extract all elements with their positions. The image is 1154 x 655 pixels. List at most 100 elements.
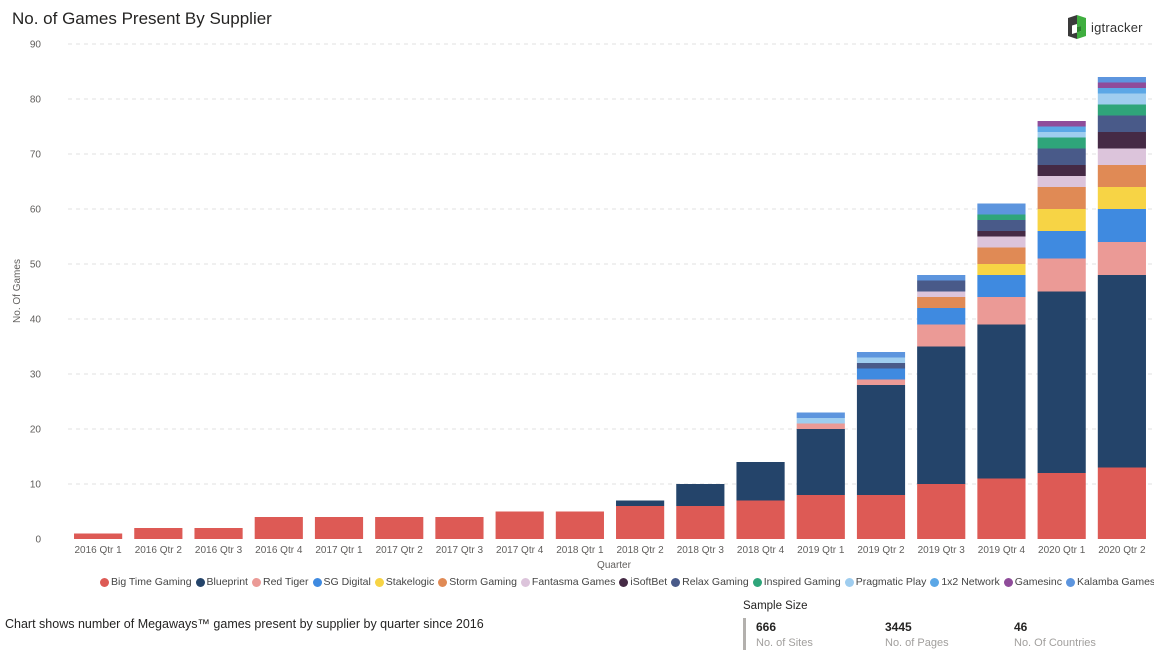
bar-segment <box>977 275 1026 297</box>
bar-segment <box>1037 132 1086 138</box>
x-tick-label: 2019 Qtr 3 <box>918 545 966 556</box>
bar-segment <box>917 275 966 281</box>
x-tick-label: 2019 Qtr 1 <box>797 545 845 556</box>
bar-segment <box>796 412 845 418</box>
bar-segment <box>1037 137 1086 149</box>
legend-item[interactable]: Red Tiger <box>251 576 309 588</box>
legend-label: Kalamba Games <box>1076 576 1154 588</box>
bar-segment <box>1097 467 1146 539</box>
legend-label: Red Tiger <box>262 576 309 588</box>
bar-segment <box>977 264 1026 275</box>
bar-segment <box>856 368 906 380</box>
bar-segment <box>1097 77 1146 83</box>
bar-segment <box>1097 115 1146 132</box>
y-tick-label: 0 <box>35 535 41 546</box>
legend-label: Gamesinc <box>1014 576 1062 588</box>
bar-segment <box>1037 209 1086 231</box>
bar-segment <box>1097 148 1146 165</box>
legend-item[interactable]: 1x2 Network <box>930 576 1000 588</box>
bar-segment <box>736 500 785 539</box>
stat-countries-value: 46 <box>1014 620 1028 634</box>
logo: igtracker <box>1066 14 1143 40</box>
bar-segment <box>1097 82 1146 88</box>
legend-item[interactable]: Inspired Gaming <box>752 576 841 588</box>
legend-item[interactable]: SG Digital <box>312 576 371 588</box>
bar-segment <box>375 517 424 539</box>
bar-segment <box>1037 121 1086 127</box>
legend-item[interactable]: Relax Gaming <box>671 576 749 588</box>
y-tick-label: 50 <box>30 260 42 271</box>
bar-segment <box>676 484 725 506</box>
bar-segment <box>917 308 966 325</box>
legend-item[interactable]: Storm Gaming <box>438 576 517 588</box>
bar-segment <box>856 352 906 358</box>
legend-label: SG Digital <box>323 576 371 588</box>
x-tick-label: 2017 Qtr 2 <box>376 545 424 556</box>
y-tick-label: 30 <box>30 370 42 381</box>
legend-label: Stakelogic <box>385 576 435 588</box>
x-tick-label: 2016 Qtr 1 <box>74 545 122 556</box>
legend-item[interactable]: Pragmatic Play <box>844 576 927 588</box>
bar-segment <box>1037 231 1086 259</box>
bar-segment <box>977 231 1026 237</box>
legend-item[interactable]: Gamesinc <box>1003 576 1062 588</box>
stat-sites-value: 666 <box>756 620 777 634</box>
legend-label: 1x2 Network <box>941 576 1000 588</box>
bar-segment <box>1097 187 1146 209</box>
bar-segment <box>796 495 845 539</box>
bar-segment <box>1037 291 1086 473</box>
bar-segment <box>856 385 906 495</box>
legend-label: Storm Gaming <box>449 576 517 588</box>
bar-segment <box>676 506 725 539</box>
bar-segment <box>796 429 845 495</box>
bar-segment <box>977 478 1026 539</box>
sample-size-title: Sample Size <box>743 600 808 612</box>
y-axis-title: No. Of Games <box>12 259 23 323</box>
bar-segment <box>917 291 966 297</box>
bar-segment <box>254 517 303 539</box>
x-tick-label: 2016 Qtr 4 <box>255 545 303 556</box>
bar-segment <box>1037 258 1086 292</box>
bar-segment <box>1037 126 1086 132</box>
bar-segment <box>736 462 785 501</box>
legend-label: Relax Gaming <box>682 576 749 588</box>
legend-label: Blueprint <box>206 576 248 588</box>
bar-segment <box>977 324 1026 479</box>
y-tick-label: 80 <box>30 95 42 106</box>
logo-text: igtracker <box>1091 19 1143 35</box>
bar-segment <box>917 280 966 292</box>
legend-label: Pragmatic Play <box>855 576 927 588</box>
bar-segment <box>917 324 966 347</box>
bar-segment <box>796 423 845 429</box>
legend-swatch <box>374 577 384 587</box>
bar-segment <box>977 214 1026 220</box>
bar-segment <box>856 379 906 385</box>
bar-segment <box>495 511 544 539</box>
x-tick-label: 2020 Qtr 1 <box>1038 545 1086 556</box>
x-tick-label: 2018 Qtr 3 <box>677 545 725 556</box>
legend-swatch <box>251 577 261 587</box>
bar-segment <box>435 517 484 539</box>
y-tick-label: 70 <box>30 150 42 161</box>
x-tick-label: 2017 Qtr 3 <box>436 545 484 556</box>
legend-swatch <box>671 577 681 587</box>
x-tick-label: 2018 Qtr 2 <box>616 545 664 556</box>
legend-label: Fantasma Games <box>531 576 616 588</box>
bar-segment <box>1037 473 1086 539</box>
legend-item[interactable]: Kalamba Games <box>1065 576 1154 588</box>
stat-pages: 3445 No. of Pages <box>885 620 949 649</box>
x-tick-label: 2017 Qtr 1 <box>315 545 363 556</box>
x-tick-label: 2018 Qtr 4 <box>737 545 785 556</box>
legend-item[interactable]: Fantasma Games <box>520 576 616 588</box>
x-tick-label: 2018 Qtr 1 <box>556 545 604 556</box>
y-tick-label: 10 <box>30 480 42 491</box>
y-tick-label: 40 <box>30 315 42 326</box>
igtracker-logo-icon <box>1068 15 1086 39</box>
bar-segment <box>917 297 966 308</box>
legend-item[interactable]: Blueprint <box>195 576 248 588</box>
legend-item[interactable]: iSoftBet <box>619 576 667 588</box>
legend-item[interactable]: Big Time Gaming <box>100 576 192 588</box>
bar-segment <box>1097 104 1146 116</box>
legend-item[interactable]: Stakelogic <box>374 576 435 588</box>
legend-label: Inspired Gaming <box>763 576 841 588</box>
